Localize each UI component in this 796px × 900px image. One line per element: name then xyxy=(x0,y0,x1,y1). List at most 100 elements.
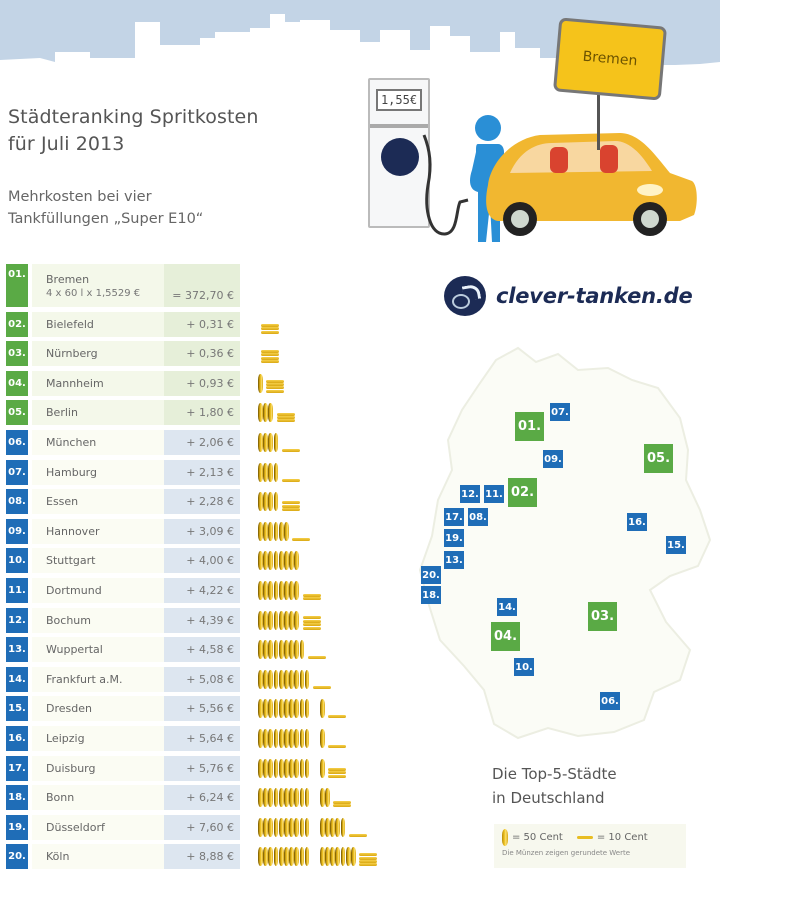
fuel-pump-icon: 1,55€ xyxy=(368,78,430,228)
coin-50-cent-icon xyxy=(258,551,263,571)
table-row: 14. Frankfurt a.M. + 5,08 € xyxy=(6,666,426,692)
coin-50-cent-icon xyxy=(294,610,300,630)
map-city-marker: 02. xyxy=(508,478,537,507)
coin-50-cent-icon xyxy=(268,817,274,837)
coin-10-cent-icon xyxy=(261,323,279,327)
coin-bar xyxy=(258,430,300,455)
table-row: 09. Hannover + 3,09 € xyxy=(6,518,426,544)
coin-50-cent-icon xyxy=(278,699,284,719)
coin-group xyxy=(258,432,279,452)
coin-10-cent-stack xyxy=(307,640,326,660)
coin-50-cent-icon xyxy=(278,521,284,541)
city-cell: Wuppertal xyxy=(32,637,164,663)
table-row: 10. Stuttgart + 4,00 € xyxy=(6,548,426,574)
amount-cell: + 0,93 € xyxy=(164,370,240,396)
coin-bar xyxy=(258,519,311,544)
coin-group xyxy=(258,669,310,689)
city-cell: Dresden xyxy=(32,696,164,722)
coin-50-cent-icon xyxy=(294,728,300,748)
coin-50-cent-icon xyxy=(268,521,274,541)
coin-50-cent-icon xyxy=(304,817,310,837)
table-row: 17. Duisburg + 5,76 € xyxy=(6,755,426,781)
rank-badge: 04. xyxy=(6,370,28,396)
map-city-marker: 11. xyxy=(484,485,504,503)
coin-50-cent-icon xyxy=(263,403,268,423)
coin-50-cent-icon xyxy=(283,551,289,571)
coin-bar xyxy=(258,578,321,603)
rank-badge: 18. xyxy=(6,785,28,811)
coin-50-cent-icon xyxy=(289,610,294,630)
coin-50-cent-icon xyxy=(268,788,274,808)
coin-50-cent-icon xyxy=(273,580,279,600)
table-row: 01. Bremen 4 x 60 l x 1,5529 € = 372,70 € xyxy=(6,264,426,307)
map-city-marker: 09. xyxy=(543,450,563,468)
amount-cell: + 0,31 € xyxy=(164,311,240,337)
coin-10-cent-icon xyxy=(266,383,285,386)
coin-50-cent-icon xyxy=(268,462,274,482)
amount-cell: = 372,70 € xyxy=(164,264,240,307)
coin-50-cent-icon xyxy=(273,610,279,630)
city-cell: Köln xyxy=(32,844,164,870)
coin-50-cent-icon xyxy=(263,847,268,867)
coin-10-cent-stack xyxy=(328,699,347,719)
title-line-2: für Juli 2013 xyxy=(8,133,125,155)
city-name: Köln xyxy=(46,850,70,864)
map-city-marker: 01. xyxy=(515,412,544,441)
coin-50-cent-icon xyxy=(299,788,305,808)
coin-50-cent-icon xyxy=(258,462,263,482)
map-city-marker: 14. xyxy=(497,598,517,616)
legend-50-cent-label: = 50 Cent xyxy=(512,832,563,843)
coin-50-cent-icon xyxy=(299,758,305,778)
table-row: 19. Düsseldorf + 7,60 € xyxy=(6,814,426,840)
coin-10-cent-icon xyxy=(359,853,378,857)
map-city-marker: 10. xyxy=(514,658,534,676)
coin-50-cent-icon xyxy=(273,728,279,748)
city-name: Hamburg xyxy=(46,465,97,479)
coin-group xyxy=(258,699,310,719)
city-name: Düsseldorf xyxy=(46,820,105,834)
coin-50-cent-icon xyxy=(283,758,289,778)
map-city-marker: 17. xyxy=(444,508,464,526)
coin-50-cent-icon xyxy=(258,580,263,600)
coin-50-cent-icon xyxy=(273,699,279,719)
coin-10-cent-icon xyxy=(261,327,279,331)
coin-50-cent-icon xyxy=(289,788,294,808)
coin-50-cent-icon xyxy=(278,788,284,808)
coin-50-cent-icon xyxy=(283,610,289,630)
table-row: 05. Berlin + 1,80 € xyxy=(6,400,426,426)
city-cell: Bremen 4 x 60 l x 1,5529 € xyxy=(32,264,164,307)
amount-cell: + 4,22 € xyxy=(164,577,240,603)
city-name: Frankfurt a.M. xyxy=(46,672,123,686)
rank-badge: 03. xyxy=(6,341,28,367)
coin-50-cent-icon xyxy=(278,728,284,748)
table-row: 13. Wuppertal + 4,58 € xyxy=(6,637,426,663)
coin-group xyxy=(258,492,279,512)
coin-50-cent-icon xyxy=(294,758,300,778)
coin-50-cent-icon xyxy=(319,728,325,748)
coin-bar xyxy=(258,548,300,573)
coin-50-cent-icon xyxy=(263,640,268,660)
coin-50-cent-icon xyxy=(283,847,289,867)
coin-10-cent-stack xyxy=(281,463,300,482)
coin-50-cent-icon xyxy=(294,699,300,719)
rank-badge: 19. xyxy=(6,814,28,840)
coin-group xyxy=(319,788,330,808)
coin-group xyxy=(258,610,300,630)
coin-50-cent-icon xyxy=(258,640,263,660)
coin-50-cent-icon xyxy=(263,492,268,512)
city-name: Leipzig xyxy=(46,731,85,745)
coin-10-cent-stack xyxy=(312,670,331,689)
coin-50-cent-icon xyxy=(278,640,284,660)
coin-50-cent-icon xyxy=(258,669,263,689)
coin-50-cent-icon xyxy=(278,669,284,689)
coin-group xyxy=(258,551,300,571)
brand-logo[interactable]: clever-tanken.de xyxy=(444,276,693,316)
coin-50-cent-icon xyxy=(263,462,268,482)
coin-50-cent-icon xyxy=(294,551,300,571)
table-row: 07. Hamburg + 2,13 € xyxy=(6,459,426,485)
coin-50-cent-icon xyxy=(351,847,356,867)
coin-50-cent-icon xyxy=(273,551,279,571)
fuel-hose-icon xyxy=(422,134,469,236)
coin-50-cent-icon xyxy=(283,521,289,541)
coin-50-cent-icon xyxy=(319,847,325,867)
